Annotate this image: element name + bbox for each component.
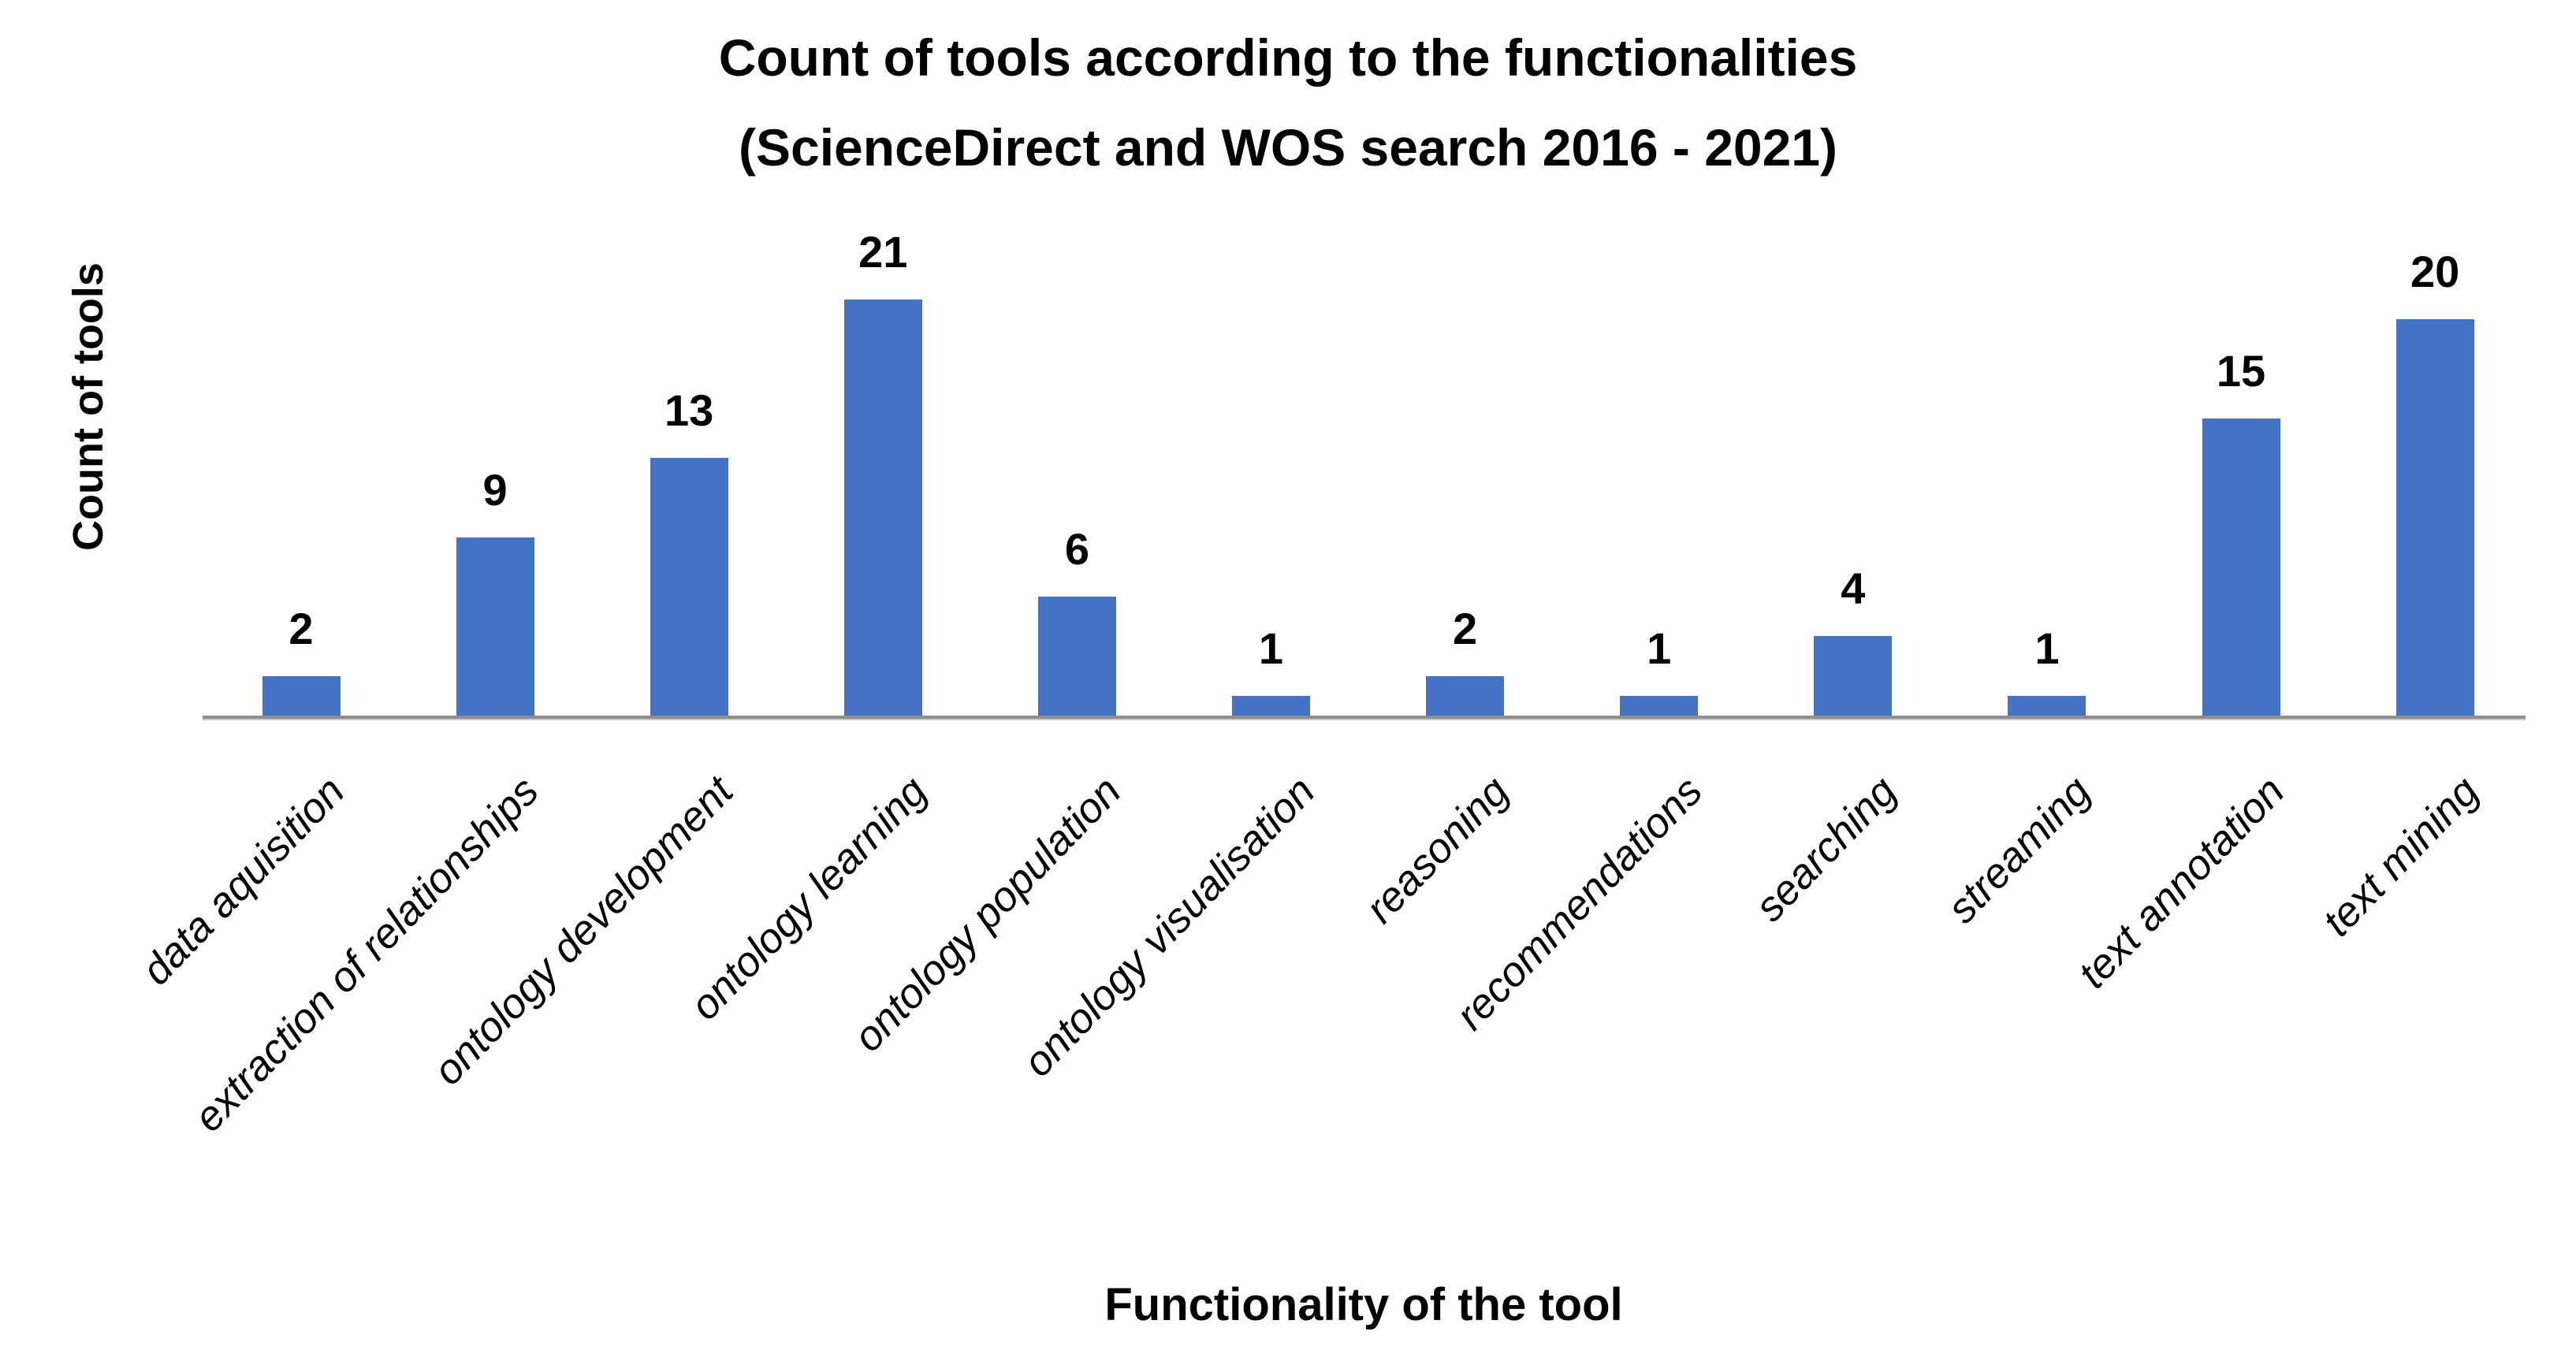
bar — [2395, 319, 2474, 716]
bar — [1426, 676, 1505, 716]
bar — [262, 676, 341, 716]
bar-value-label: 4 — [1841, 563, 1866, 613]
bar-value-label: 1 — [1647, 623, 1672, 673]
bar-value-label: 20 — [2410, 247, 2460, 296]
x-tick-label: reasoning — [1357, 768, 1518, 932]
x-tick-label: text annotation — [2069, 768, 2294, 998]
bar-value-label: 9 — [482, 465, 508, 515]
bar — [1037, 597, 1116, 716]
bar-value-label: 1 — [2034, 623, 2060, 673]
bar-value-label: 15 — [2216, 346, 2266, 396]
bar-value-label: 2 — [1453, 604, 1478, 653]
bar-value-label: 13 — [664, 385, 714, 435]
bar — [650, 458, 728, 716]
bar — [1814, 636, 1893, 716]
bar-value-label: 2 — [288, 604, 314, 653]
chart-title: Count of tools according to the function… — [0, 13, 2576, 192]
bar-value-label: 21 — [858, 227, 908, 277]
x-axis-title: Functionality of the tool — [1104, 1279, 1623, 1330]
bar-value-label: 1 — [1258, 623, 1284, 673]
bar — [2202, 418, 2280, 716]
x-tick-label: streaming — [1938, 768, 2100, 932]
chart-title-line-1: Count of tools according to the function… — [718, 28, 1858, 87]
bar — [1232, 696, 1310, 716]
bar-value-label: 6 — [1064, 524, 1089, 574]
bar — [2008, 696, 2086, 716]
bar — [456, 537, 534, 716]
bar — [843, 299, 922, 716]
x-tick-label: text mining — [2314, 768, 2488, 946]
x-tick-label: searching — [1746, 768, 1906, 931]
bar — [1620, 696, 1699, 716]
chart-title-line-2: (ScienceDirect and WOS search 2016 - 202… — [739, 118, 1837, 177]
x-tick-label: extraction of relationships — [184, 768, 548, 1141]
x-tick-label: data aquisition — [132, 768, 354, 995]
x-axis-line — [203, 716, 2526, 719]
